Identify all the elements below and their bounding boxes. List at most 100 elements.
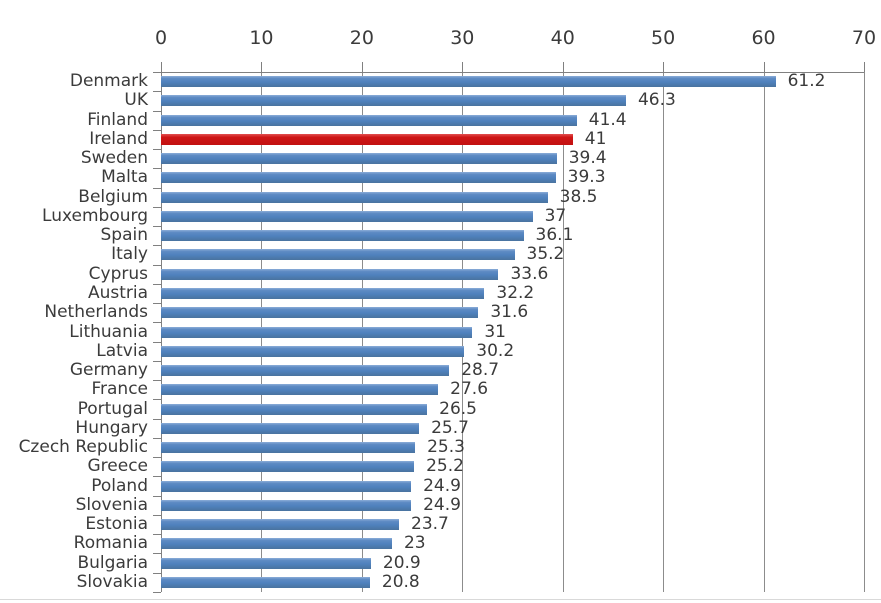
- bar: [161, 422, 420, 434]
- bar: [161, 365, 450, 377]
- category-label: Spain: [100, 225, 149, 246]
- value-label: 31.6: [490, 302, 529, 323]
- value-label: 39.3: [567, 167, 606, 188]
- y-axis-tick-mark: [153, 72, 161, 73]
- value-label: 32.2: [496, 282, 535, 303]
- bar: [161, 538, 392, 550]
- category-label: Italy: [111, 244, 148, 265]
- category-label: UK: [124, 90, 148, 111]
- bar: [161, 480, 412, 492]
- bar: [161, 403, 428, 415]
- bar: [161, 345, 465, 357]
- value-label: 24.9: [423, 494, 461, 515]
- x-axis-tick-label: 10: [249, 27, 274, 49]
- x-axis-tick-label: 0: [154, 27, 168, 49]
- x-axis-tick-mark: [161, 62, 162, 72]
- y-axis-tick-mark: [153, 226, 161, 228]
- bar: [161, 384, 439, 396]
- y-axis-tick-mark: [153, 283, 161, 285]
- gridline-vertical: [663, 72, 665, 592]
- y-axis-tick-mark: [153, 457, 161, 459]
- value-label: 26.5: [439, 398, 477, 419]
- category-label: Hungary: [75, 417, 148, 438]
- value-label: 25.2: [426, 456, 464, 477]
- value-label: 33.6: [510, 263, 549, 284]
- category-label: Belgium: [78, 186, 148, 207]
- value-label: 25.3: [427, 437, 465, 458]
- y-axis-tick-mark: [153, 514, 161, 516]
- category-label: Luxembourg: [42, 205, 148, 226]
- bar: [161, 114, 577, 126]
- category-label: Slovenia: [75, 494, 148, 515]
- category-label: Netherlands: [44, 302, 148, 323]
- category-label: Czech Republic: [18, 437, 148, 458]
- value-label: 61.2: [787, 71, 826, 92]
- bar: [161, 76, 776, 88]
- bar-highlighted: [161, 133, 573, 145]
- bar: [161, 210, 533, 222]
- category-label: Bulgaria: [77, 552, 149, 573]
- category-label: France: [91, 379, 148, 400]
- bar: [161, 576, 370, 588]
- y-axis-tick-mark: [153, 534, 161, 536]
- x-axis-tick-label: 60: [751, 27, 776, 49]
- bar: [161, 191, 548, 203]
- category-label: Ireland: [89, 128, 148, 149]
- bar: [161, 557, 371, 569]
- bar: [161, 153, 557, 165]
- value-label: 46.3: [637, 90, 676, 111]
- value-label: 31: [484, 321, 506, 342]
- bar: [161, 499, 412, 511]
- value-label: 30.2: [476, 340, 515, 361]
- x-axis-tick-label: 70: [851, 27, 877, 49]
- value-label: 23: [403, 533, 426, 554]
- y-axis-tick-mark: [153, 129, 161, 131]
- bar: [161, 95, 626, 107]
- y-axis-tick-mark: [153, 341, 161, 343]
- y-axis-tick-mark: [153, 399, 161, 401]
- bar: [161, 172, 556, 184]
- y-axis-tick-mark: [153, 110, 161, 112]
- bar: [161, 461, 415, 473]
- value-label: 24.9: [423, 475, 461, 496]
- gridline-vertical: [562, 72, 564, 592]
- x-axis-tick-mark: [361, 62, 363, 72]
- y-axis-tick-mark: [153, 476, 161, 478]
- category-label: Slovakia: [76, 571, 148, 592]
- x-axis-tick-label: 40: [550, 27, 575, 49]
- x-axis-tick-mark: [663, 62, 665, 72]
- y-axis-tick-mark: [153, 168, 161, 170]
- bar: [161, 519, 400, 531]
- x-axis-tick-mark: [763, 62, 765, 72]
- bar: [161, 249, 515, 261]
- category-label: Poland: [91, 475, 148, 496]
- y-axis-tick-mark: [153, 264, 161, 266]
- category-label: Latvia: [96, 340, 148, 361]
- value-label: 37: [544, 205, 567, 226]
- y-axis-tick-mark: [153, 437, 161, 439]
- value-label: 20.9: [382, 552, 421, 573]
- y-axis-tick-mark: [153, 418, 161, 420]
- value-label: 20.8: [381, 571, 420, 592]
- category-label: Estonia: [85, 514, 148, 535]
- category-label: Austria: [87, 282, 148, 303]
- y-axis-tick-mark: [153, 149, 161, 151]
- y-axis-tick-mark: [153, 322, 161, 324]
- category-label: Romania: [73, 533, 148, 554]
- bar: [161, 442, 416, 454]
- bar: [161, 230, 524, 242]
- value-label: 36.1: [535, 225, 574, 246]
- value-label: 41.4: [588, 109, 627, 130]
- x-axis-tick-label: 20: [349, 27, 374, 49]
- category-label: Sweden: [80, 148, 148, 169]
- category-label: Denmark: [69, 71, 148, 92]
- x-axis-tick-mark: [864, 62, 865, 72]
- x-axis-tick-mark: [562, 62, 564, 72]
- category-label: Cyprus: [88, 263, 148, 284]
- y-axis-tick-mark: [153, 592, 161, 593]
- y-axis-tick-mark: [153, 553, 161, 555]
- category-label: Portugal: [77, 398, 148, 419]
- category-label: Finland: [87, 109, 148, 130]
- chart-border-bottom: [0, 599, 881, 600]
